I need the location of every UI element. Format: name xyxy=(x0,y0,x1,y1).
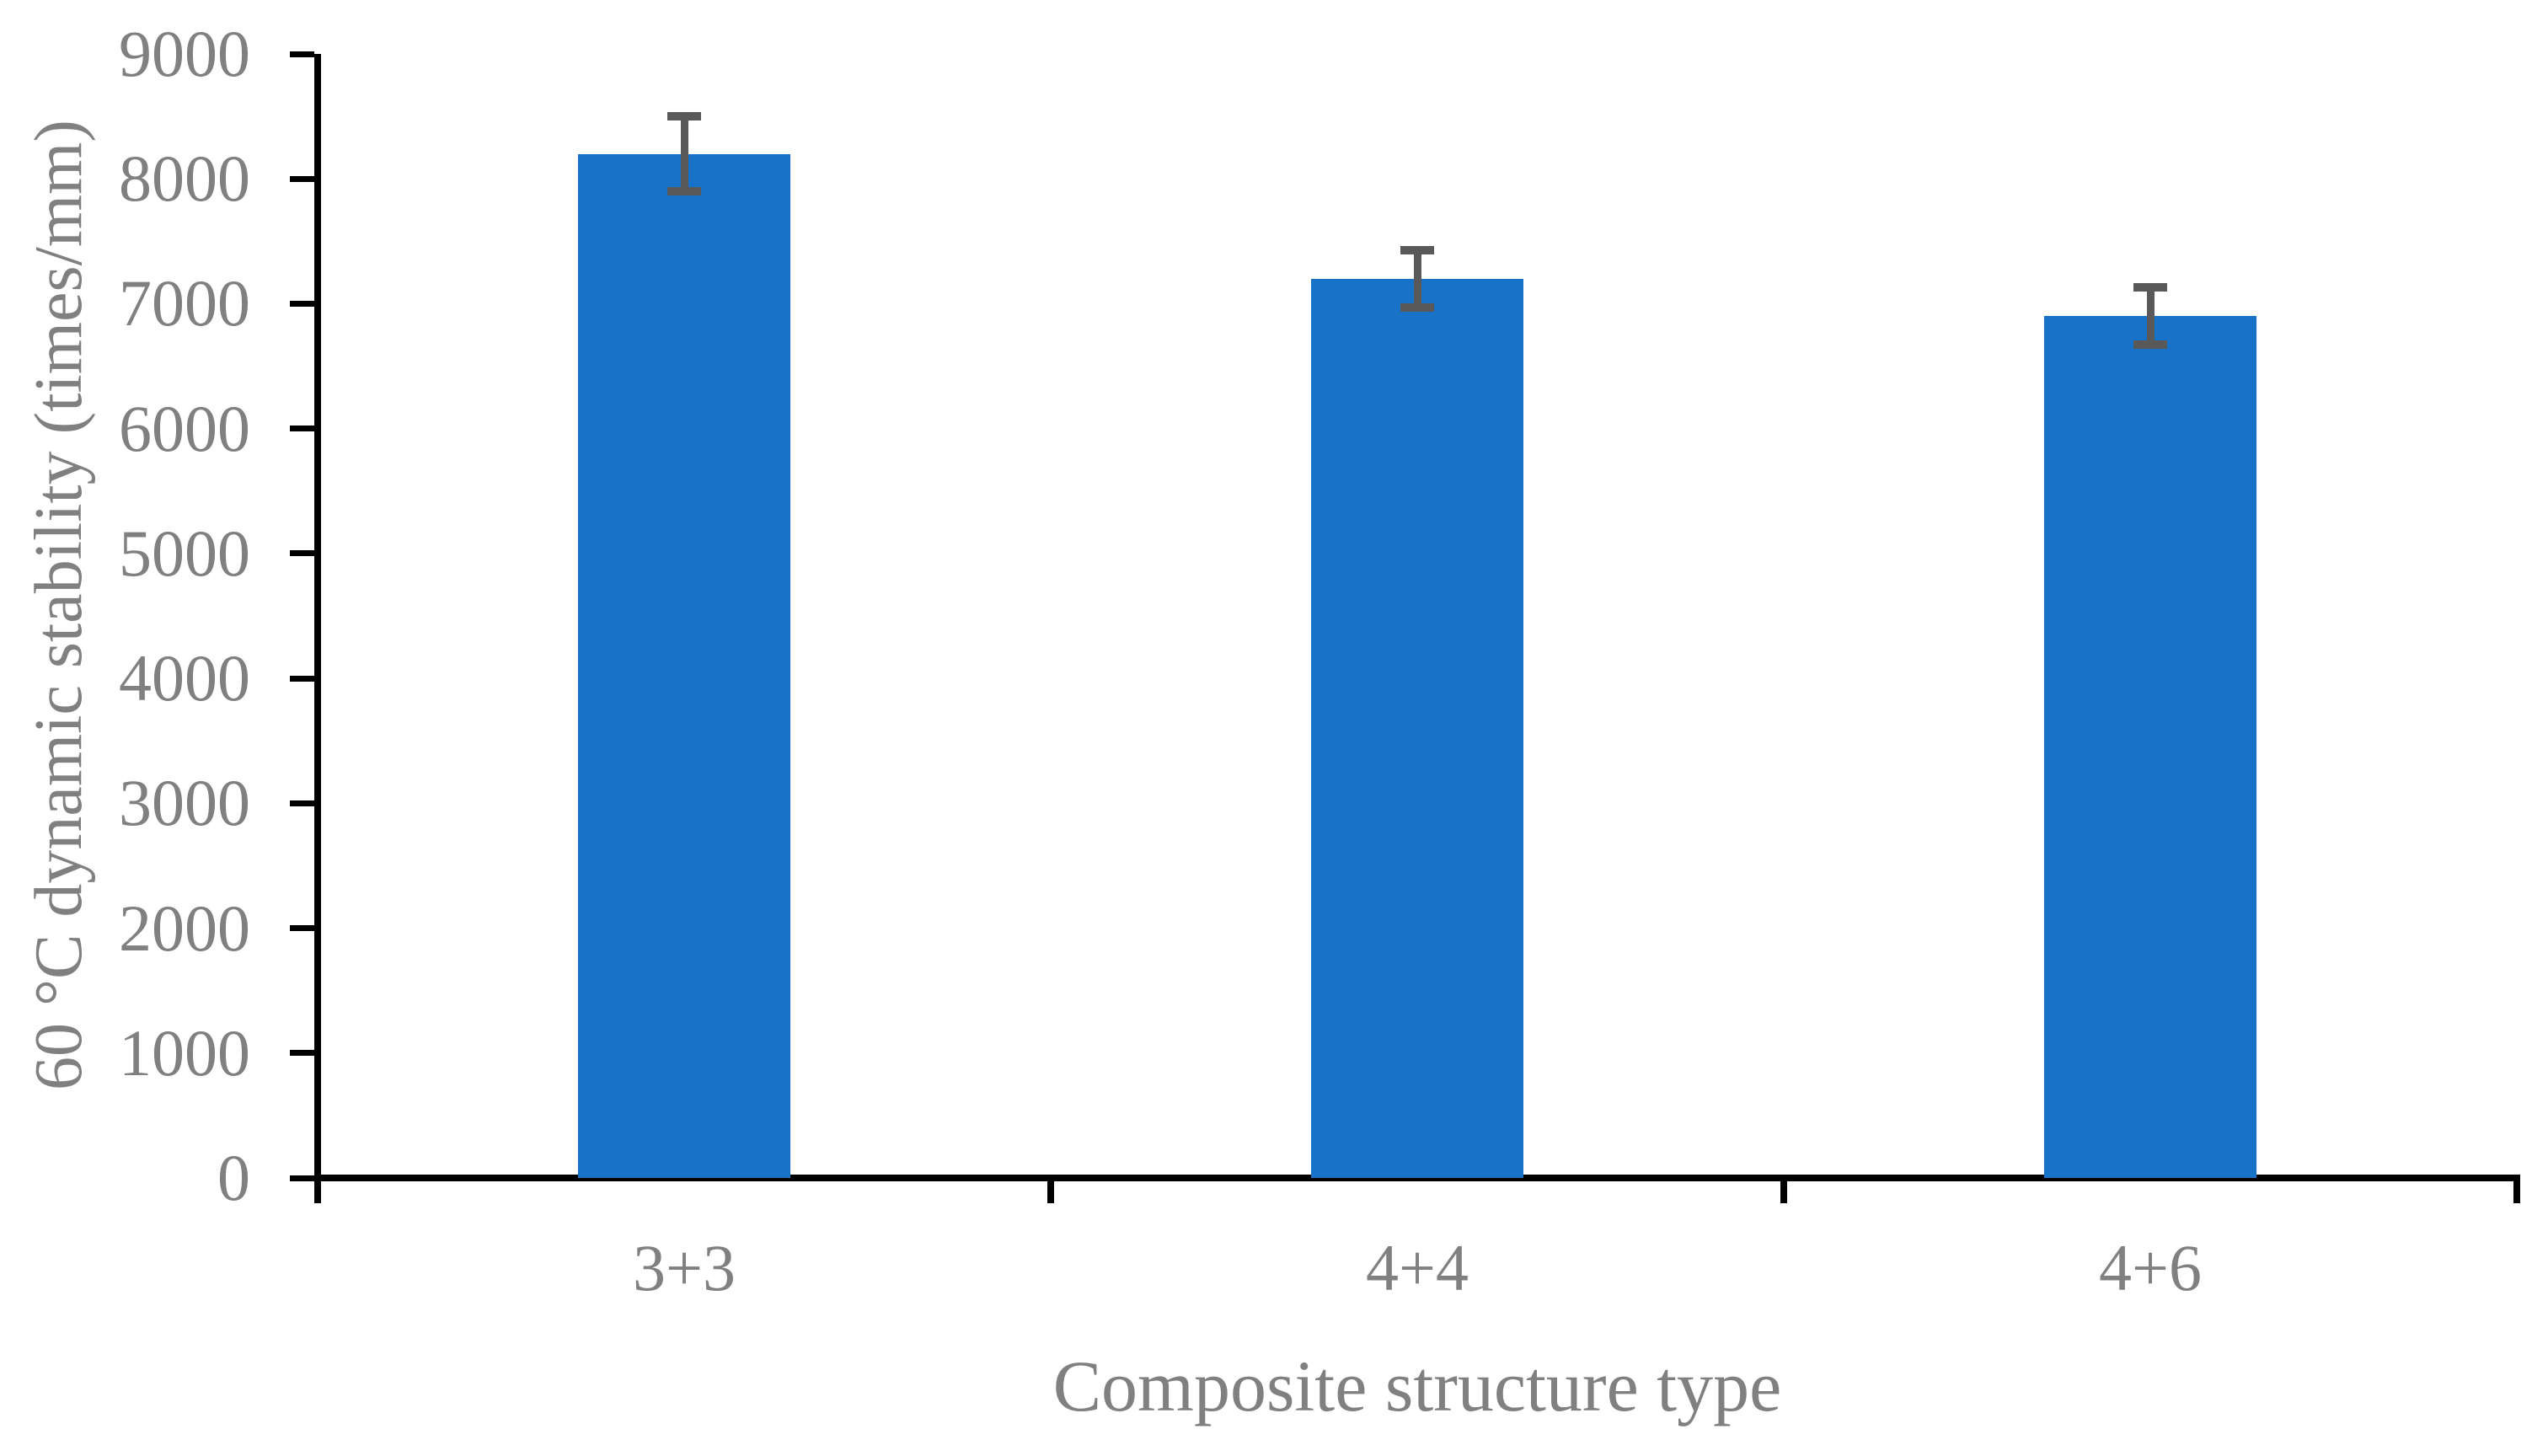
x-category-label: 4+6 xyxy=(2099,1231,2202,1304)
x-category-label: 4+4 xyxy=(1366,1231,1469,1304)
error-bar-cap-top xyxy=(667,112,701,121)
bar-3+3 xyxy=(578,153,790,1178)
y-tick-label: 1000 xyxy=(119,1015,250,1089)
error-bar-stem xyxy=(2146,287,2155,345)
x-tick-mark xyxy=(1047,1178,1054,1203)
y-tick-mark xyxy=(290,1050,314,1057)
y-tick-mark xyxy=(290,426,314,432)
y-tick-mark xyxy=(290,1175,314,1181)
y-tick-label: 5000 xyxy=(119,516,250,590)
bar-4+4 xyxy=(1311,278,1523,1178)
y-tick-mark xyxy=(290,175,314,182)
error-bar-cap-top xyxy=(1400,245,1434,254)
y-tick-label: 6000 xyxy=(119,391,250,465)
error-bar-cap-top xyxy=(2133,283,2167,292)
y-axis-line xyxy=(314,54,321,1178)
x-axis-line xyxy=(314,1175,2520,1181)
y-tick-mark xyxy=(290,300,314,307)
y-tick-label: 9000 xyxy=(119,17,250,90)
x-tick-mark xyxy=(1780,1178,1787,1203)
error-bar-cap-bottom xyxy=(1400,302,1434,312)
error-bar-stem xyxy=(1413,249,1421,308)
y-tick-mark xyxy=(290,800,314,806)
y-tick-label: 2000 xyxy=(119,891,250,965)
x-axis-title: Composite structure type xyxy=(1052,1346,1782,1427)
y-tick-label: 4000 xyxy=(119,641,250,715)
error-bar-stem xyxy=(680,116,688,192)
x-tick-mark xyxy=(314,1178,321,1203)
y-tick-label: 7000 xyxy=(119,266,250,340)
x-tick-mark xyxy=(2513,1178,2520,1203)
y-tick-label: 3000 xyxy=(119,766,250,840)
y-tick-label: 0 xyxy=(217,1141,250,1214)
bar-4+6 xyxy=(2044,316,2256,1178)
y-tick-mark xyxy=(290,550,314,557)
x-category-label: 3+3 xyxy=(633,1231,736,1304)
error-bar-cap-bottom xyxy=(2133,340,2167,350)
y-tick-label: 8000 xyxy=(119,142,250,216)
error-bar-cap-bottom xyxy=(667,187,701,196)
y-tick-mark xyxy=(290,675,314,682)
y-tick-mark xyxy=(290,925,314,932)
y-tick-mark xyxy=(290,51,314,57)
